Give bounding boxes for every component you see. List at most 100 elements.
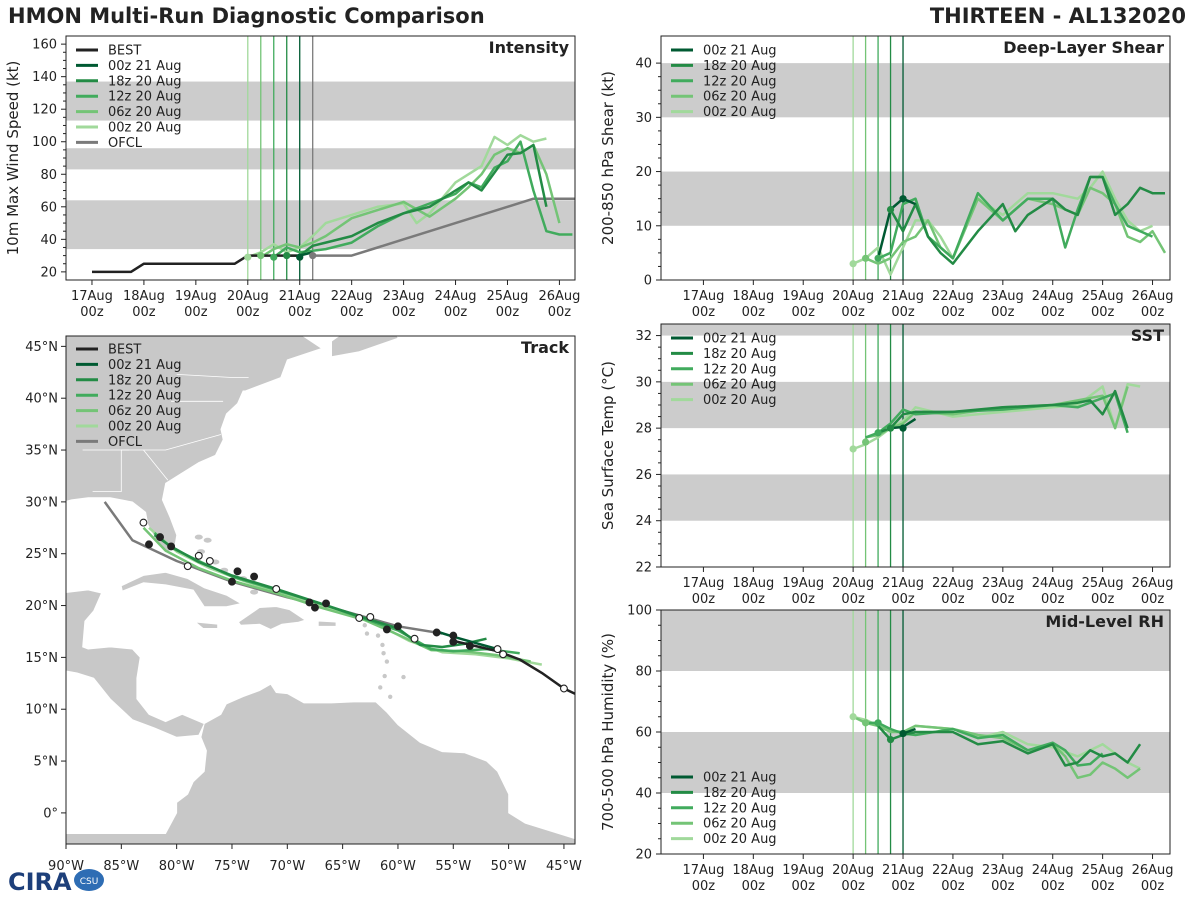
x-tick-day: 26Aug bbox=[538, 289, 580, 304]
x-tick-day: 24Aug bbox=[435, 289, 477, 304]
x-tick-hour: 00z bbox=[132, 305, 156, 320]
x-tick-hour: 00z bbox=[340, 305, 364, 320]
y-tick-label: 80 bbox=[40, 168, 57, 183]
longitude-label: 50°W bbox=[491, 859, 527, 874]
init-dot bbox=[861, 254, 870, 262]
lesser-antilles-island bbox=[364, 631, 370, 636]
init-dot bbox=[886, 424, 895, 432]
lesser-antilles-island bbox=[378, 685, 383, 690]
legend-label: 12z 20 Aug bbox=[703, 801, 777, 816]
x-tick-hour: 00z bbox=[392, 305, 416, 320]
track-marker-filled bbox=[167, 542, 176, 551]
track-marker-open bbox=[205, 557, 214, 565]
x-tick-day: 20Aug bbox=[227, 289, 269, 304]
legend-label: OFCL bbox=[108, 136, 143, 151]
x-tick-day: 17Aug bbox=[682, 863, 724, 878]
track-marker-filled bbox=[145, 540, 153, 549]
init-dot bbox=[283, 252, 291, 260]
init-dot bbox=[861, 438, 870, 446]
panel-title: Mid-Level RH bbox=[1045, 612, 1164, 631]
y-tick-label: 30 bbox=[635, 111, 652, 126]
x-tick-hour: 00z bbox=[742, 305, 766, 320]
longitude-label: 85°W bbox=[103, 859, 139, 874]
latitude-label: 40°N bbox=[25, 392, 58, 407]
legend-label: 06z 20 Aug bbox=[108, 404, 182, 419]
x-tick-hour: 00z bbox=[1041, 592, 1065, 607]
y-tick-label: 20 bbox=[635, 848, 652, 863]
state-border bbox=[82, 434, 222, 451]
track-line bbox=[142, 526, 531, 663]
y-tick-label: 20 bbox=[40, 265, 57, 280]
y-tick-label: 100 bbox=[32, 135, 57, 150]
track-marker-open bbox=[499, 650, 508, 659]
longitude-label: 70°W bbox=[269, 859, 305, 874]
track-marker-filled bbox=[432, 628, 441, 637]
track-marker-filled bbox=[465, 642, 474, 650]
x-tick-hour: 00z bbox=[891, 879, 915, 894]
track-marker-filled bbox=[305, 598, 314, 607]
legend-label: 06z 20 Aug bbox=[108, 105, 182, 120]
x-tick-hour: 00z bbox=[692, 305, 716, 320]
axes-frame bbox=[660, 323, 1171, 568]
y-tick-label: 80 bbox=[635, 665, 652, 680]
x-tick-day: 25Aug bbox=[1082, 576, 1124, 591]
y-tick-label: 140 bbox=[32, 70, 57, 85]
x-tick-hour: 00z bbox=[941, 305, 965, 320]
x-tick-hour: 00z bbox=[991, 592, 1015, 607]
x-tick-day: 26Aug bbox=[1132, 289, 1174, 304]
legend-label: 12z 20 Aug bbox=[108, 389, 182, 404]
x-tick-day: 21Aug bbox=[882, 289, 924, 304]
plot-area bbox=[661, 610, 1170, 854]
track-marker-filled bbox=[156, 533, 165, 542]
legend-label: 00z 20 Aug bbox=[108, 420, 182, 435]
x-tick-hour: 00z bbox=[236, 305, 260, 320]
track-marker-open bbox=[493, 645, 502, 654]
x-tick-day: 24Aug bbox=[1032, 576, 1074, 591]
longitude-label: 55°W bbox=[435, 859, 471, 874]
x-tick-hour: 00z bbox=[891, 592, 915, 607]
init-dot bbox=[257, 252, 265, 260]
init-dot bbox=[874, 719, 882, 727]
x-tick-hour: 00z bbox=[841, 879, 865, 894]
lesser-antilles-island bbox=[375, 633, 381, 638]
cira-logo: CIRA CSU bbox=[8, 868, 104, 896]
x-tick-day: 26Aug bbox=[1132, 863, 1174, 878]
track-panel: 90°W 85°W 80°W 75°W 70°W 65°W 60°W 55°W 50°W 45°W… bbox=[25, 335, 582, 874]
x-tick-day: 19Aug bbox=[782, 576, 824, 591]
track-marker-open bbox=[559, 684, 568, 693]
legend-label: 00z 20 Aug bbox=[703, 832, 777, 847]
longitude-label: 45°W bbox=[546, 859, 582, 874]
x-tick-hour: 00z bbox=[692, 879, 716, 894]
plot-area bbox=[66, 36, 575, 280]
legend-label: 18z 20 Aug bbox=[108, 74, 182, 89]
track-marker-filled bbox=[394, 622, 402, 631]
x-tick-day: 19Aug bbox=[782, 289, 824, 304]
track-line bbox=[436, 630, 498, 651]
x-tick-hour: 00z bbox=[692, 592, 716, 607]
x-tick-day: 24Aug bbox=[1032, 289, 1074, 304]
legend-label: 06z 20 Aug bbox=[703, 90, 777, 105]
x-tick-hour: 00z bbox=[1091, 879, 1115, 894]
init-dot bbox=[270, 253, 278, 261]
x-tick-hour: 00z bbox=[1141, 592, 1165, 607]
plot-area bbox=[661, 324, 1170, 567]
x-tick-day: 22Aug bbox=[932, 863, 974, 878]
track-marker-filled bbox=[382, 625, 391, 634]
init-dot bbox=[861, 719, 870, 727]
legend-label: 00z 21 Aug bbox=[108, 358, 182, 373]
north-america-land bbox=[66, 336, 323, 554]
central-america-land bbox=[66, 589, 205, 738]
legend-label: 12z 20 Aug bbox=[108, 90, 182, 105]
series-line bbox=[273, 140, 573, 259]
x-tick-hour: 00z bbox=[841, 592, 865, 607]
latitude-label: 5°N bbox=[34, 755, 59, 770]
legend-label: 18z 20 Aug bbox=[703, 786, 777, 801]
track-marker-filled bbox=[449, 631, 458, 640]
track-marker-open bbox=[410, 634, 419, 643]
state-border bbox=[176, 374, 249, 378]
latitude-label: 45°N bbox=[25, 340, 58, 355]
x-tick-hour: 00z bbox=[742, 592, 766, 607]
longitude-label: 80°W bbox=[159, 859, 195, 874]
